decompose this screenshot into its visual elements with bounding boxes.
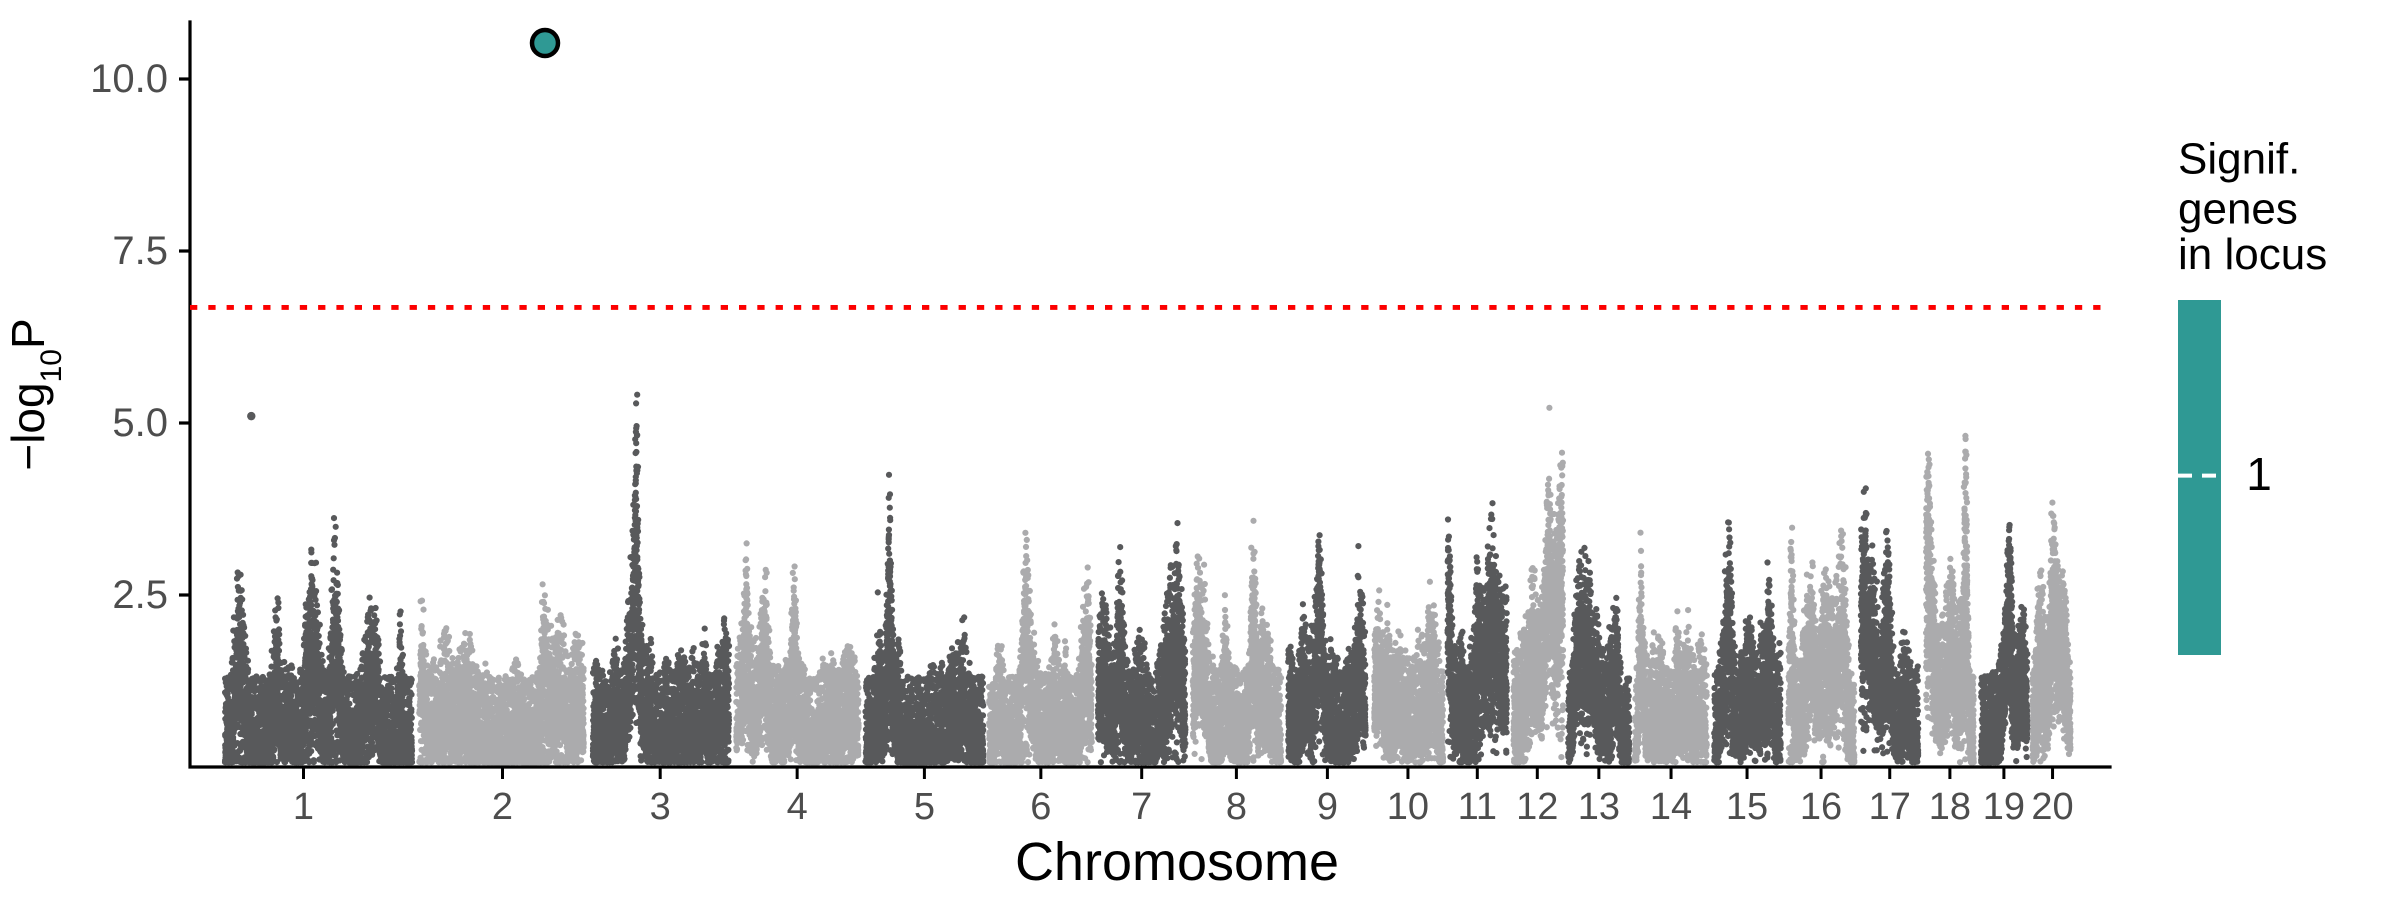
svg-text:10: 10: [1387, 786, 1429, 828]
svg-text:8: 8: [1226, 786, 1247, 828]
svg-text:4: 4: [787, 786, 808, 828]
svg-text:Chromosome: Chromosome: [1015, 832, 1339, 892]
svg-text:Signif.: Signif.: [2178, 135, 2300, 184]
svg-text:10.0: 10.0: [90, 57, 168, 101]
svg-text:16: 16: [1800, 786, 1842, 828]
svg-text:13: 13: [1578, 786, 1620, 828]
svg-text:12: 12: [1516, 786, 1558, 828]
svg-text:9: 9: [1317, 786, 1338, 828]
svg-text:5: 5: [914, 786, 935, 828]
svg-text:19: 19: [1983, 786, 2025, 828]
svg-text:17: 17: [1869, 786, 1911, 828]
svg-text:14: 14: [1650, 786, 1692, 828]
svg-text:3: 3: [650, 786, 671, 828]
svg-text:7: 7: [1131, 786, 1152, 828]
svg-text:7.5: 7.5: [112, 229, 168, 273]
svg-text:11: 11: [1458, 786, 1497, 828]
svg-text:2.5: 2.5: [112, 573, 168, 617]
svg-text:18: 18: [1929, 786, 1971, 828]
svg-text:6: 6: [1030, 786, 1051, 828]
svg-text:1: 1: [2246, 448, 2272, 500]
svg-text:in locus: in locus: [2178, 230, 2327, 279]
svg-text:2: 2: [492, 786, 513, 828]
svg-text:15: 15: [1726, 786, 1768, 828]
svg-text:1: 1: [293, 786, 314, 828]
svg-text:genes: genes: [2178, 185, 2298, 234]
svg-text:20: 20: [2031, 786, 2073, 828]
svg-text:5.0: 5.0: [112, 401, 168, 445]
